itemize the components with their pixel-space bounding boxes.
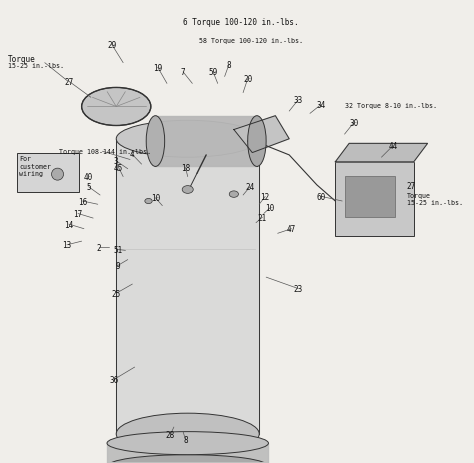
Text: 7: 7 (181, 68, 185, 77)
Text: Torque: Torque (8, 55, 36, 63)
Text: 60: 60 (317, 193, 326, 201)
Text: 18: 18 (181, 163, 190, 173)
Text: 13: 13 (62, 241, 72, 250)
Polygon shape (335, 144, 428, 163)
FancyBboxPatch shape (345, 176, 395, 218)
Text: 34: 34 (317, 100, 326, 109)
Text: 27: 27 (64, 77, 73, 87)
Text: 9: 9 (115, 262, 120, 270)
Text: 36: 36 (109, 375, 118, 384)
Text: 8: 8 (227, 61, 231, 70)
Text: 12: 12 (261, 193, 270, 201)
Ellipse shape (229, 192, 238, 198)
Text: 59: 59 (209, 68, 218, 77)
Text: 45: 45 (114, 163, 123, 173)
Text: 33: 33 (294, 96, 303, 105)
Text: 6 Torque 100-120 in.-lbs.: 6 Torque 100-120 in.-lbs. (183, 18, 299, 26)
Text: 10: 10 (151, 194, 160, 203)
Text: 21: 21 (258, 213, 267, 222)
Text: 20: 20 (243, 75, 252, 84)
Text: Torque: Torque (407, 193, 431, 199)
Ellipse shape (248, 116, 266, 167)
Text: 30: 30 (349, 119, 358, 128)
Text: wiring: wiring (19, 170, 44, 176)
Text: 10: 10 (265, 204, 274, 213)
Text: 23: 23 (294, 285, 303, 294)
Ellipse shape (116, 121, 259, 158)
Polygon shape (234, 116, 289, 153)
Text: 40: 40 (84, 173, 93, 181)
Text: 16: 16 (78, 197, 87, 206)
Text: 19: 19 (153, 63, 163, 73)
Text: For: For (19, 156, 31, 162)
Text: 25: 25 (111, 289, 121, 298)
Ellipse shape (52, 169, 64, 181)
Ellipse shape (182, 186, 193, 194)
Text: 47: 47 (287, 225, 296, 234)
Ellipse shape (107, 432, 268, 455)
Ellipse shape (107, 455, 268, 463)
Text: 8: 8 (183, 435, 188, 444)
Text: 27: 27 (407, 182, 416, 191)
Text: 58 Torque 100-120 in.-lbs.: 58 Torque 100-120 in.-lbs. (199, 38, 303, 44)
Text: 24: 24 (246, 183, 255, 192)
Text: 44: 44 (388, 142, 398, 151)
FancyBboxPatch shape (17, 153, 79, 193)
Text: 29: 29 (107, 41, 116, 50)
Text: 32 Torque 8-10 in.-lbs.: 32 Torque 8-10 in.-lbs. (345, 103, 437, 109)
Text: 2: 2 (97, 243, 101, 252)
Text: 17: 17 (73, 210, 82, 219)
Text: 5: 5 (86, 183, 91, 192)
Ellipse shape (116, 413, 259, 455)
Text: 15-25 in.-lbs.: 15-25 in.-lbs. (8, 63, 64, 69)
Text: 51: 51 (113, 245, 122, 254)
Text: 4: 4 (129, 150, 134, 159)
Text: 15-25 in.-lbs.: 15-25 in.-lbs. (407, 200, 463, 206)
FancyBboxPatch shape (335, 163, 414, 236)
Text: 28: 28 (165, 431, 175, 439)
Ellipse shape (145, 199, 152, 204)
Text: 14: 14 (64, 220, 73, 229)
Text: customer: customer (19, 163, 51, 169)
Ellipse shape (146, 116, 164, 167)
Text: Torque 108-144 in.-lbs.: Torque 108-144 in.-lbs. (59, 149, 151, 155)
Text: 3: 3 (114, 157, 118, 166)
Ellipse shape (82, 88, 151, 126)
